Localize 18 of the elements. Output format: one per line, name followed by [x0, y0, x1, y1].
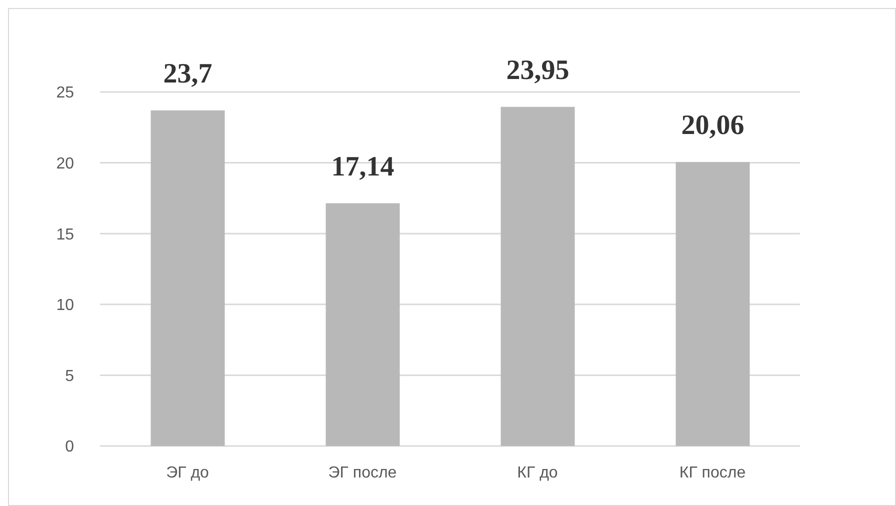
y-tick-label: 0 [65, 438, 74, 456]
bar [676, 162, 750, 446]
y-tick-label: 15 [56, 226, 74, 244]
bar [326, 203, 400, 446]
data-label: 23,7 [163, 58, 212, 90]
x-tick-label: ЭГ до [166, 464, 210, 482]
x-tick-label: КГ после [679, 464, 746, 482]
x-tick-label: КГ до [517, 464, 558, 482]
y-tick-label: 20 [56, 155, 74, 172]
data-label: 17,14 [331, 151, 394, 182]
x-tick-label: ЭГ после [328, 464, 397, 482]
bar [500, 106, 575, 446]
data-label: 23,95 [506, 54, 570, 86]
y-tick-label: 5 [65, 368, 74, 385]
y-tick-label: 10 [56, 297, 74, 314]
y-tick-label: 25 [56, 84, 74, 102]
bar [150, 110, 225, 446]
data-label: 20,06 [681, 110, 744, 141]
